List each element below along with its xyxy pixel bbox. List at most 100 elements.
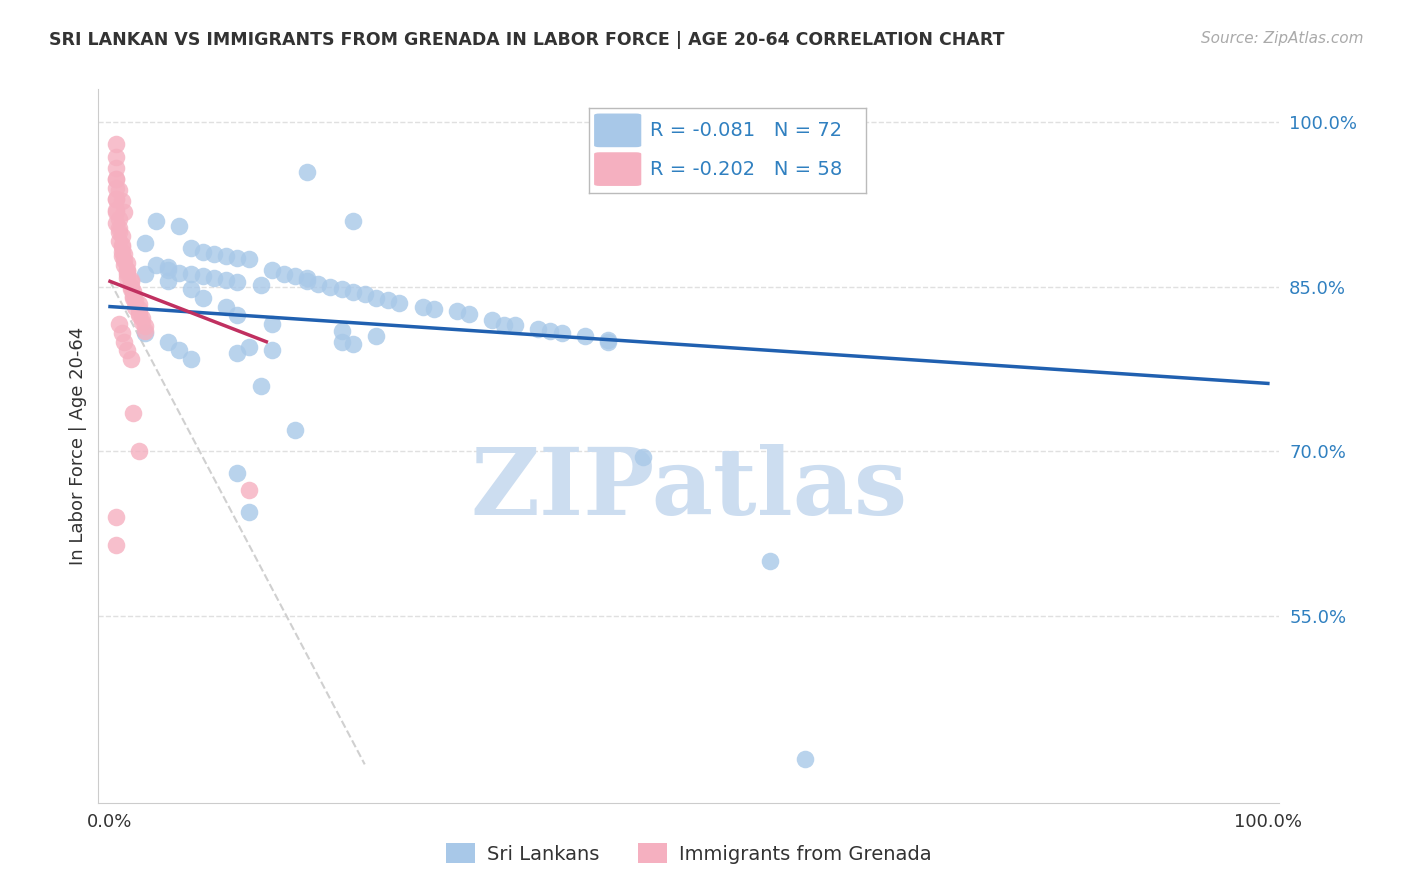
Point [104, 161, 127, 176]
FancyBboxPatch shape [595, 153, 641, 186]
Point [295, 164, 318, 178]
Point [342, 214, 364, 228]
Point [377, 293, 399, 307]
Point [215, 273, 238, 287]
Point [104, 181, 127, 195]
Point [262, 343, 284, 358]
Point [527, 321, 550, 335]
Point [156, 334, 179, 349]
Point [492, 318, 515, 333]
Point [120, 282, 142, 296]
Point [180, 352, 202, 367]
Point [110, 238, 132, 252]
Point [458, 307, 481, 321]
Point [128, 444, 150, 458]
Text: R = -0.202   N = 58: R = -0.202 N = 58 [650, 160, 842, 178]
Point [134, 319, 156, 334]
Point [284, 268, 307, 283]
Point [110, 240, 132, 254]
Point [330, 282, 353, 296]
Point [104, 538, 127, 552]
Point [503, 318, 526, 333]
Point [110, 194, 132, 209]
Text: Source: ZipAtlas.com: Source: ZipAtlas.com [1201, 31, 1364, 46]
Point [273, 267, 295, 281]
Point [226, 467, 249, 481]
Point [423, 301, 446, 316]
Point [124, 293, 146, 307]
Legend: Sri Lankans, Immigrants from Grenada: Sri Lankans, Immigrants from Grenada [439, 836, 939, 871]
Point [128, 297, 150, 311]
Point [104, 192, 127, 206]
Point [104, 216, 127, 230]
Text: R = -0.081   N = 72: R = -0.081 N = 72 [650, 120, 842, 140]
Point [388, 296, 411, 310]
Point [122, 284, 145, 298]
Point [131, 310, 153, 325]
Point [104, 137, 127, 152]
Point [110, 249, 132, 263]
Point [191, 268, 214, 283]
Point [122, 288, 145, 302]
Point [124, 300, 146, 314]
Point [342, 285, 364, 300]
Point [249, 277, 271, 292]
Point [202, 247, 225, 261]
Point [180, 282, 202, 296]
Point [284, 423, 307, 437]
Point [134, 267, 156, 281]
Point [117, 343, 139, 358]
Point [550, 326, 572, 340]
Point [596, 333, 619, 347]
Point [226, 309, 249, 323]
Point [128, 301, 150, 316]
Point [169, 266, 191, 280]
Point [117, 267, 139, 281]
Point [180, 267, 202, 281]
Point [117, 255, 139, 269]
Point [202, 271, 225, 285]
Point [108, 234, 131, 248]
Point [262, 263, 284, 277]
Point [249, 378, 271, 392]
Point [262, 317, 284, 331]
Point [353, 287, 375, 301]
Point [112, 205, 135, 219]
Point [226, 276, 249, 290]
Point [156, 274, 179, 288]
Point [120, 276, 142, 290]
Point [112, 334, 135, 349]
Point [759, 554, 782, 568]
Point [631, 450, 654, 464]
Point [307, 277, 329, 291]
Point [215, 249, 238, 263]
FancyBboxPatch shape [595, 113, 641, 147]
Point [117, 264, 139, 278]
Point [122, 291, 145, 305]
Text: ZIPatlas: ZIPatlas [471, 444, 907, 533]
Point [128, 309, 150, 323]
Point [117, 263, 139, 277]
Point [319, 280, 342, 294]
Point [156, 260, 179, 274]
Point [238, 252, 260, 267]
Point [596, 334, 619, 349]
Point [122, 406, 145, 420]
Point [191, 244, 214, 259]
Point [446, 304, 468, 318]
Point [112, 253, 135, 268]
Point [104, 202, 127, 217]
Point [104, 205, 127, 219]
Point [108, 317, 131, 331]
Point [366, 291, 388, 305]
Point [295, 271, 318, 285]
Point [169, 343, 191, 358]
Point [110, 229, 132, 244]
Point [112, 247, 135, 261]
Point [108, 211, 131, 226]
Point [226, 252, 249, 266]
Point [128, 306, 150, 320]
Point [793, 752, 815, 766]
Point [412, 300, 434, 314]
Point [191, 291, 214, 305]
